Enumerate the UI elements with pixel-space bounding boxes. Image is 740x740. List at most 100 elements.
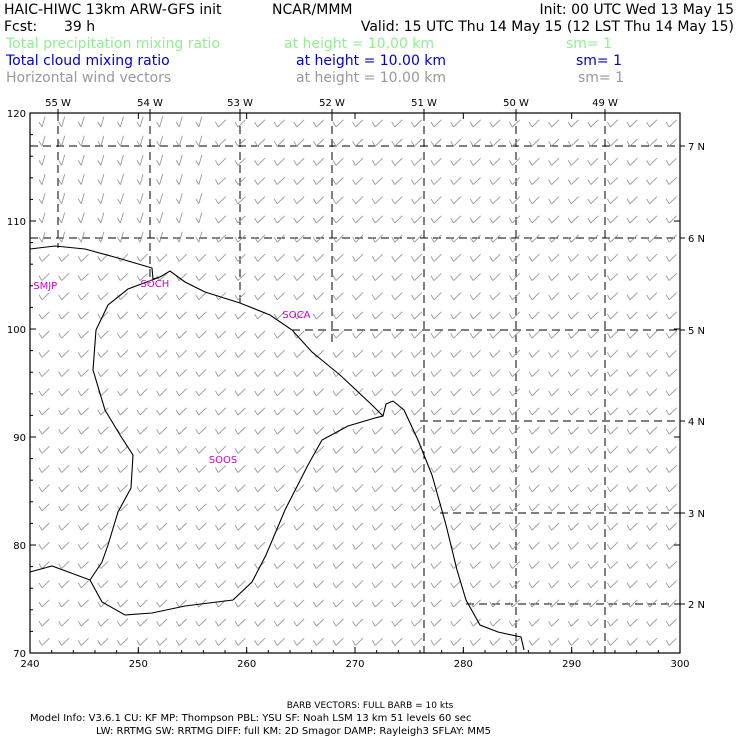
longitude-labels: 55 W 54 W 53 W 52 W 51 W 50 W 49 W bbox=[45, 98, 618, 113]
wind-barb bbox=[97, 231, 105, 243]
wind-barb bbox=[371, 253, 383, 262]
wind-barb bbox=[509, 119, 521, 128]
wind-barb bbox=[215, 330, 227, 339]
wind-barb bbox=[195, 637, 207, 646]
wind-barb bbox=[450, 522, 462, 531]
wind-barb bbox=[156, 212, 164, 224]
wind-barb bbox=[626, 311, 638, 320]
wind-barb bbox=[411, 541, 423, 550]
latitude-label: 2 N bbox=[688, 600, 705, 611]
wind-barb bbox=[450, 618, 462, 627]
wind-barb bbox=[313, 138, 325, 147]
wind-barb bbox=[117, 426, 129, 435]
wind-barb bbox=[77, 193, 85, 205]
x-tick-label: 260 bbox=[237, 659, 256, 670]
wind-barb bbox=[489, 273, 501, 281]
wind-barb bbox=[607, 618, 619, 627]
wind-barb bbox=[215, 138, 227, 147]
wind-barb bbox=[391, 273, 403, 281]
wind-barb bbox=[215, 541, 227, 550]
wind-barb bbox=[646, 369, 658, 377]
wind-barb bbox=[234, 215, 246, 224]
wind-barb bbox=[77, 580, 89, 589]
wind-barb bbox=[97, 522, 109, 531]
wind-barb bbox=[332, 522, 344, 531]
wind-barb bbox=[587, 330, 599, 339]
x-tick-label: 270 bbox=[345, 659, 364, 670]
wind-barb bbox=[489, 407, 501, 416]
wind-barb bbox=[58, 599, 70, 608]
wind-barb bbox=[77, 561, 89, 569]
wind-barb bbox=[313, 561, 325, 569]
wind-barb bbox=[430, 445, 442, 454]
wind-barb bbox=[332, 407, 344, 416]
wind-barb bbox=[469, 234, 481, 243]
wind-barb bbox=[665, 157, 677, 166]
wind-barb bbox=[528, 215, 540, 224]
wind-barb bbox=[489, 253, 501, 262]
wind-barb bbox=[352, 311, 364, 320]
wind-barb bbox=[293, 618, 305, 627]
wind-barb bbox=[175, 311, 187, 320]
wind-barb bbox=[273, 215, 285, 224]
wind-barb bbox=[97, 503, 109, 512]
wind-barb bbox=[332, 292, 344, 301]
wind-barb bbox=[411, 119, 423, 128]
wind-barb bbox=[607, 196, 619, 205]
map-axes: 240 250 260 270 280 290 300 70 80 90 100 110 120 bbox=[7, 109, 690, 670]
wind-barb bbox=[626, 618, 638, 627]
wind-barb bbox=[587, 349, 599, 358]
wind-barb bbox=[607, 465, 619, 473]
wind-barb bbox=[38, 173, 46, 185]
wind-barb bbox=[195, 369, 207, 377]
wind-barb bbox=[175, 503, 187, 512]
wind-barb bbox=[411, 618, 423, 627]
wind-barb bbox=[528, 292, 540, 301]
wind-barb bbox=[234, 330, 246, 339]
wind-barb bbox=[195, 407, 207, 416]
wind-barb bbox=[391, 196, 403, 205]
wind-barb bbox=[254, 119, 266, 128]
wind-barb bbox=[234, 388, 246, 397]
wind-barb bbox=[352, 561, 364, 569]
wind-barb bbox=[509, 369, 521, 377]
wind-barb bbox=[117, 273, 129, 281]
wind-barb bbox=[391, 465, 403, 473]
wind-barb bbox=[273, 369, 285, 377]
wind-barb bbox=[646, 215, 658, 224]
wind-barb bbox=[352, 215, 364, 224]
wind-barb bbox=[450, 253, 462, 262]
wind-barb bbox=[313, 541, 325, 550]
wind-barb bbox=[156, 445, 168, 454]
wind-barb bbox=[391, 637, 403, 646]
wind-barb bbox=[469, 196, 481, 205]
wind-barb bbox=[332, 157, 344, 166]
wind-barb bbox=[509, 388, 521, 397]
wind-barb bbox=[313, 407, 325, 416]
wind-barb bbox=[430, 234, 442, 243]
wind-barb bbox=[430, 541, 442, 550]
wind-barb bbox=[646, 196, 658, 205]
wind-barb bbox=[646, 484, 658, 493]
wind-barb bbox=[234, 138, 246, 147]
wind-barb bbox=[313, 196, 325, 205]
wind-barb bbox=[38, 445, 50, 454]
wind-barb bbox=[215, 618, 227, 627]
wind-barb bbox=[391, 503, 403, 512]
wind-barb bbox=[391, 311, 403, 320]
wind-barb bbox=[665, 177, 677, 185]
wind-barb bbox=[665, 311, 677, 320]
wind-barb bbox=[117, 173, 124, 185]
wind-barb bbox=[450, 311, 462, 320]
wind-barb bbox=[567, 388, 579, 397]
wind-barb bbox=[234, 426, 246, 435]
wind-barb bbox=[548, 215, 560, 224]
wind-barb bbox=[234, 484, 246, 493]
wind-barb bbox=[58, 253, 70, 262]
field-legend: Total precipitation mixing ratio at heigh… bbox=[5, 36, 624, 86]
wind-barb bbox=[509, 618, 521, 627]
x-tick-label: 240 bbox=[20, 659, 39, 670]
wind-barb bbox=[450, 138, 462, 147]
wind-barb bbox=[313, 330, 325, 339]
wind-barb bbox=[273, 177, 285, 185]
